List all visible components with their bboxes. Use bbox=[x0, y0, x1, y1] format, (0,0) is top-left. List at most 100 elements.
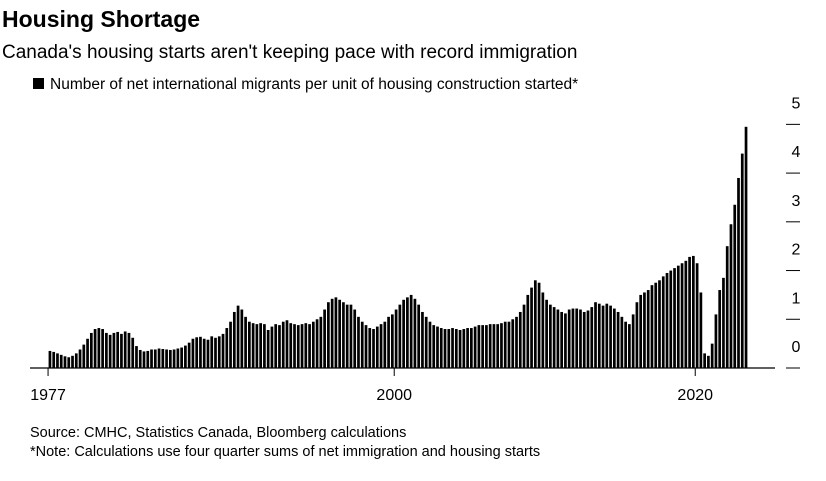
bar bbox=[67, 357, 71, 368]
bar bbox=[530, 287, 533, 368]
x-tick-label: 2000 bbox=[376, 387, 412, 404]
bar bbox=[466, 328, 469, 368]
bar bbox=[699, 292, 703, 368]
bar bbox=[48, 350, 52, 368]
bar bbox=[357, 316, 360, 368]
bar bbox=[492, 324, 496, 368]
bar bbox=[319, 316, 323, 368]
bar bbox=[221, 333, 225, 368]
bar bbox=[191, 338, 195, 368]
bar bbox=[364, 325, 368, 368]
bar bbox=[311, 321, 315, 368]
bar bbox=[248, 321, 251, 368]
bar bbox=[439, 328, 443, 368]
bar bbox=[161, 348, 165, 368]
bar bbox=[740, 153, 744, 368]
bar bbox=[707, 355, 710, 368]
bar bbox=[710, 343, 714, 368]
bar bbox=[240, 309, 244, 368]
bar bbox=[120, 333, 123, 368]
y-tick-label: 5 bbox=[792, 95, 801, 112]
bar bbox=[229, 321, 232, 368]
bar bbox=[135, 346, 138, 368]
bar bbox=[496, 324, 500, 368]
bar bbox=[481, 325, 484, 368]
bar bbox=[142, 351, 146, 368]
bar bbox=[654, 282, 658, 368]
bar bbox=[722, 277, 725, 368]
bar bbox=[214, 337, 217, 368]
bar bbox=[575, 308, 579, 368]
bar bbox=[165, 349, 168, 368]
bar bbox=[255, 324, 259, 368]
bar bbox=[300, 324, 304, 368]
legend-label: Number of net international migrants per… bbox=[50, 76, 578, 93]
bar bbox=[454, 329, 458, 368]
bar bbox=[594, 302, 597, 368]
bar bbox=[86, 338, 89, 368]
bar bbox=[458, 329, 462, 368]
bar bbox=[244, 316, 247, 368]
bar bbox=[737, 177, 740, 368]
bar bbox=[146, 350, 150, 368]
bar bbox=[586, 310, 590, 368]
bar bbox=[97, 328, 101, 368]
bar bbox=[545, 299, 548, 368]
x-tick-label: 2020 bbox=[677, 387, 713, 404]
bar bbox=[500, 323, 503, 368]
bar bbox=[334, 297, 338, 368]
bar bbox=[691, 255, 695, 368]
bar bbox=[661, 276, 665, 368]
y-tick-label: 4 bbox=[792, 144, 801, 161]
bar bbox=[210, 336, 214, 368]
bar bbox=[74, 353, 78, 368]
bar bbox=[150, 349, 153, 368]
bar bbox=[695, 263, 699, 368]
bar bbox=[217, 336, 221, 368]
bar bbox=[375, 326, 379, 368]
bar bbox=[195, 337, 199, 368]
bar bbox=[503, 321, 507, 368]
bar bbox=[63, 356, 67, 368]
bar bbox=[285, 320, 289, 368]
bar bbox=[78, 349, 82, 368]
bar bbox=[650, 285, 654, 368]
bar bbox=[259, 323, 263, 368]
bar bbox=[278, 325, 281, 368]
bar bbox=[71, 355, 74, 368]
bar bbox=[274, 324, 278, 368]
bar bbox=[82, 344, 86, 368]
bar bbox=[515, 316, 518, 368]
bar bbox=[620, 316, 624, 368]
bar bbox=[470, 328, 473, 368]
source: Source: CMHC, Statistics Canada, Bloombe… bbox=[30, 425, 406, 441]
bar bbox=[308, 324, 311, 368]
bar bbox=[676, 265, 680, 368]
bar bbox=[436, 326, 439, 368]
bar bbox=[172, 349, 176, 368]
bar bbox=[552, 307, 556, 368]
y-tick-label: 2 bbox=[792, 242, 801, 259]
bar bbox=[180, 347, 183, 368]
bar bbox=[383, 321, 387, 368]
bar bbox=[345, 304, 349, 368]
note: *Note: Calculations use four quarter sum… bbox=[30, 444, 540, 460]
bar bbox=[451, 328, 454, 368]
bar bbox=[665, 272, 669, 368]
bar bbox=[315, 319, 319, 368]
bar bbox=[232, 311, 236, 368]
bar bbox=[560, 311, 564, 368]
bar bbox=[379, 324, 383, 368]
bar bbox=[669, 270, 673, 368]
bar bbox=[421, 311, 424, 368]
bar bbox=[176, 348, 180, 368]
bar bbox=[635, 302, 639, 368]
x-tick-label: 1977 bbox=[30, 387, 66, 404]
bar bbox=[394, 309, 398, 368]
bar bbox=[52, 351, 56, 368]
bar bbox=[518, 311, 522, 368]
legend-swatch bbox=[33, 78, 44, 89]
bar bbox=[424, 316, 428, 368]
bar bbox=[462, 329, 466, 368]
